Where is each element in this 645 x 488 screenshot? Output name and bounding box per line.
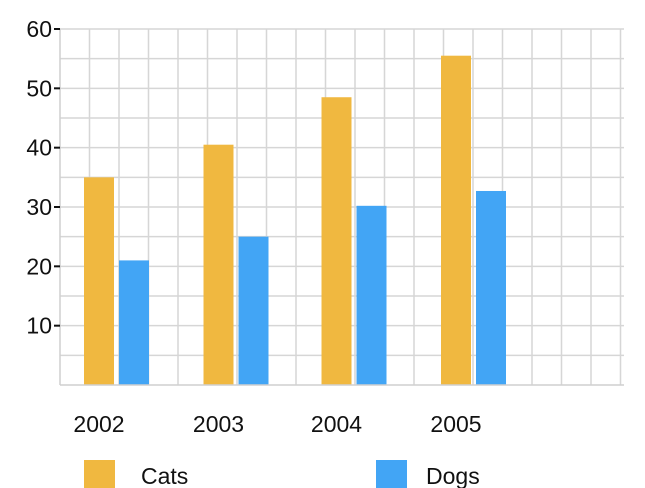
legend-swatch-cats[interactable]	[84, 460, 115, 488]
bar-cats-2002[interactable]	[84, 177, 114, 385]
y-tick-label: 10	[26, 313, 52, 339]
y-axis: 10 20 30 40 50 60	[26, 16, 61, 385]
bar-cats-2004[interactable]	[321, 97, 352, 385]
x-tick-label: 2004	[311, 411, 362, 437]
x-tick-label: 2005	[430, 411, 481, 437]
bar-cats-2003[interactable]	[203, 144, 234, 385]
legend-label-dogs[interactable]: Dogs	[426, 463, 480, 488]
bars	[84, 55, 506, 385]
x-tick-label: 2003	[193, 411, 244, 437]
legend-swatch-dogs[interactable]	[376, 460, 407, 488]
bar-cats-2005[interactable]	[441, 55, 471, 385]
bar-dogs-2005[interactable]	[476, 190, 506, 385]
y-tick-label: 30	[26, 194, 52, 220]
legend-label-cats[interactable]: Cats	[141, 463, 188, 488]
bar-dogs-2003[interactable]	[238, 236, 269, 385]
legend: Cats Dogs	[84, 460, 480, 488]
y-tick-label: 60	[26, 16, 52, 42]
y-tick-label: 20	[26, 253, 52, 279]
y-tick-label: 50	[26, 75, 52, 101]
bar-dogs-2002[interactable]	[119, 260, 149, 385]
bar-dogs-2004[interactable]	[356, 205, 387, 385]
x-tick-label: 2002	[73, 411, 124, 437]
x-axis: 2002 2003 2004 2005	[60, 384, 624, 437]
y-tick-label: 40	[26, 135, 52, 161]
